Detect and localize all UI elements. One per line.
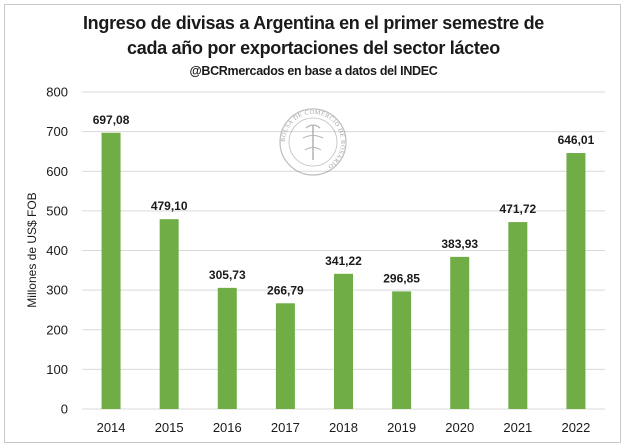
y-axis-ticks: 0 100 200 300 400 500 600 700 800 <box>46 85 68 417</box>
bar-2021 <box>508 222 528 409</box>
y-tick-label: 0 <box>61 402 68 417</box>
bar-2019 <box>392 291 412 409</box>
y-tick-label: 500 <box>46 203 68 218</box>
y-tick-label: 600 <box>46 164 68 179</box>
data-label-2021: 471,72 <box>499 202 536 216</box>
x-tick-label-2018: 2018 <box>329 420 358 435</box>
x-tick-label-2019: 2019 <box>387 420 416 435</box>
y-tick-label: 700 <box>46 124 68 139</box>
data-label-2017: 266,79 <box>267 283 304 297</box>
x-tick-label-2021: 2021 <box>503 420 532 435</box>
data-label-2022: 646,01 <box>558 133 595 147</box>
y-tick-label: 800 <box>46 85 68 100</box>
bar-2022 <box>566 153 586 409</box>
bcr-seal-watermark: BOLSA DE COMERCIO DE ROSARIO <box>279 108 347 176</box>
y-axis-label: Millones de US$ FOB <box>25 192 39 307</box>
data-label-2015: 479,10 <box>151 199 188 213</box>
bar-2018 <box>334 273 353 409</box>
chart-title-line-2: cada año por exportaciones del sector lá… <box>127 38 500 58</box>
bar-series <box>101 132 586 409</box>
y-tick-label: 100 <box>46 362 68 377</box>
bar-2015 <box>159 219 179 409</box>
y-tick-label: 400 <box>46 243 68 258</box>
x-tick-label-2017: 2017 <box>271 420 300 435</box>
x-tick-label-2015: 2015 <box>155 420 184 435</box>
bar-2016 <box>217 287 237 409</box>
data-label-2014: 697,08 <box>93 113 130 127</box>
data-label-2019: 296,85 <box>383 271 420 285</box>
data-label-2020: 383,93 <box>441 237 478 251</box>
x-tick-label-2022: 2022 <box>561 420 590 435</box>
y-tick-label: 300 <box>46 283 68 298</box>
y-tick-label: 200 <box>46 322 68 337</box>
bar-2014 <box>101 132 121 409</box>
chart-title-line-1: Ingreso de divisas a Argentina en el pri… <box>82 13 545 33</box>
x-axis-ticks: 2014 2015 2016 2017 2018 2019 2020 2021 2022 <box>97 420 591 435</box>
bar-2020 <box>450 256 470 409</box>
data-label-2016: 305,73 <box>209 268 246 282</box>
data-label-2018: 341,22 <box>325 254 362 268</box>
x-tick-label-2020: 2020 <box>445 420 474 435</box>
data-labels: 697,08 479,10 305,73 266,79 341,22 296,85 383,… <box>93 113 595 298</box>
x-tick-label-2014: 2014 <box>97 420 126 435</box>
bar-2017 <box>275 303 295 409</box>
x-tick-label-2016: 2016 <box>213 420 242 435</box>
chart-subtitle: @BCRmercados en base a datos del INDEC <box>189 64 438 78</box>
